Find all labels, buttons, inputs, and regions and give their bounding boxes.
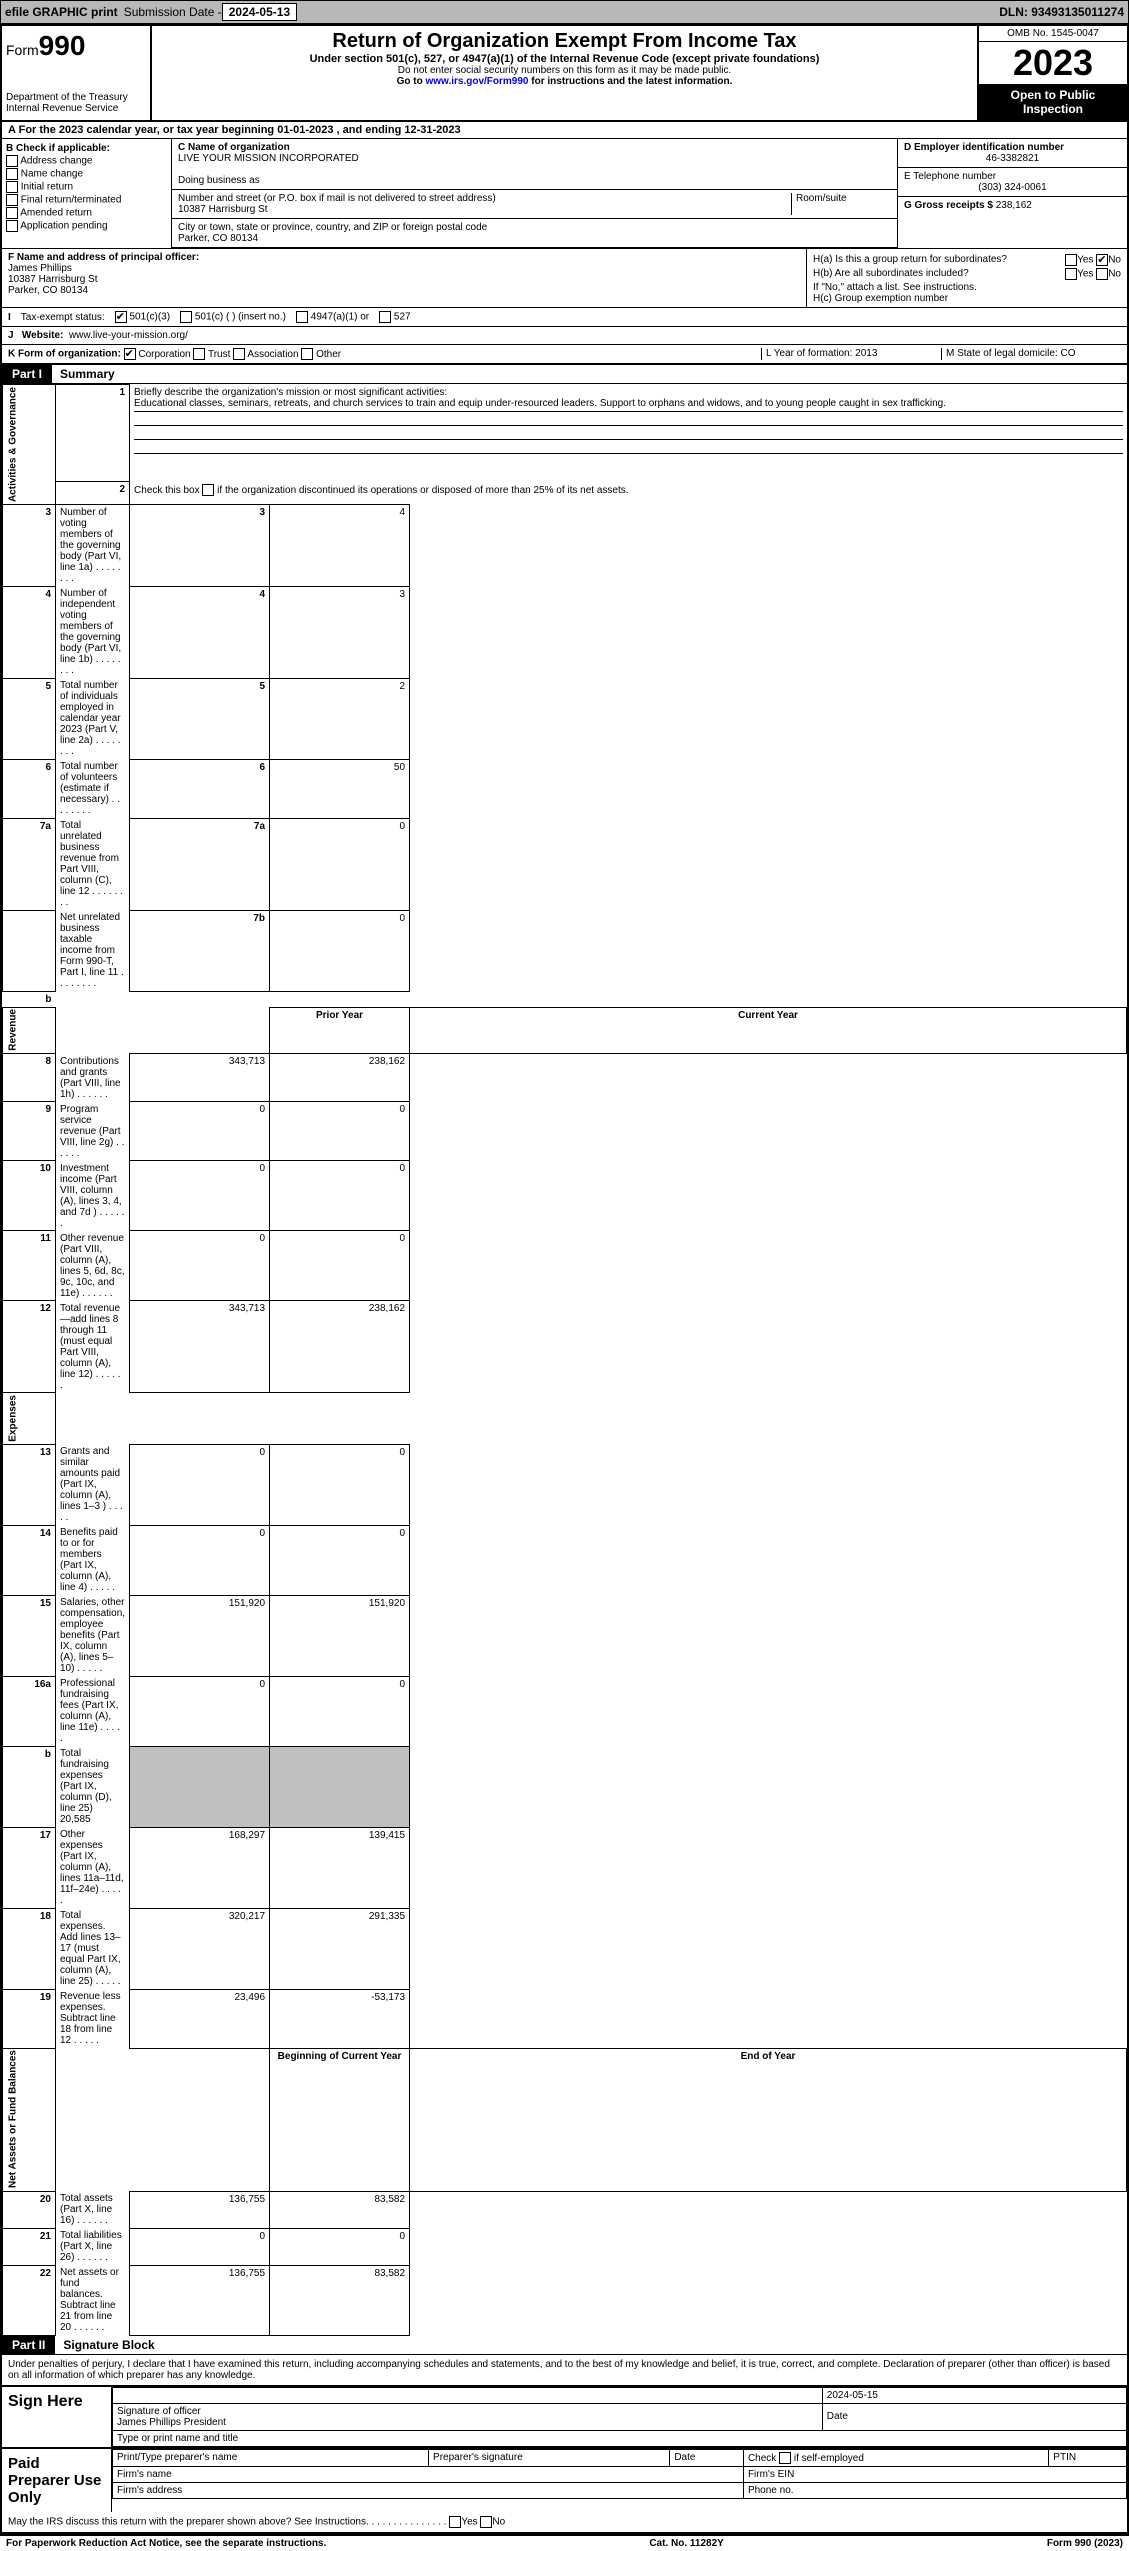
paid-preparer-block: Paid Preparer Use Only Print/Type prepar… — [2, 2447, 1127, 2512]
submission-date: 2024-05-13 — [222, 3, 297, 21]
section-c: C Name of organizationLIVE YOUR MISSION … — [172, 139, 897, 248]
form-990: Form990 Department of the Treasury Inter… — [0, 24, 1129, 2534]
sign-here-block: Sign Here 2024-05-15 Signature of office… — [2, 2385, 1127, 2447]
checkbox-option[interactable]: Address change — [6, 155, 167, 167]
row-j-website: J Website: www.live-your-mission.org/ — [2, 327, 1127, 345]
checkbox-option[interactable]: Name change — [6, 168, 167, 180]
checkbox-option[interactable]: Amended return — [6, 207, 167, 219]
row-k-org: K Form of organization: Corporation Trus… — [2, 345, 1127, 365]
section-b: B Check if applicable: Address change Na… — [2, 139, 172, 248]
checkbox-option[interactable]: Final return/terminated — [6, 194, 167, 206]
form-title: Return of Organization Exempt From Incom… — [160, 30, 969, 53]
submission-label: Submission Date - — [124, 5, 222, 19]
checkbox-option[interactable]: Application pending — [6, 220, 167, 232]
section-h: H(a) Is this a group return for subordin… — [807, 249, 1127, 307]
section-deg: D Employer identification number46-33828… — [897, 139, 1127, 248]
top-bar: efile GRAPHIC print Submission Date - 20… — [0, 0, 1129, 24]
declaration: Under penalties of perjury, I declare th… — [2, 2355, 1127, 2385]
irs-link[interactable]: www.irs.gov/Form990 — [425, 76, 528, 87]
discuss-row: May the IRS discuss this return with the… — [2, 2512, 1127, 2532]
header-right: OMB No. 1545-0047 2023 Open to Public In… — [977, 26, 1127, 120]
footer: For Paperwork Reduction Act Notice, see … — [0, 2534, 1129, 2551]
row-i-tax-exempt: ITax-exempt status: 501(c)(3) 501(c) ( )… — [2, 308, 1127, 327]
summary-table: Activities & Governance 1 Briefly descri… — [2, 384, 1127, 2336]
dln: DLN: 93493135011274 — [999, 5, 1124, 19]
part1-header: Part ISummary — [2, 365, 1127, 384]
checkbox-option[interactable]: Initial return — [6, 181, 167, 193]
efile-label: efile GRAPHIC print — [5, 5, 118, 19]
header-left: Form990 Department of the Treasury Inter… — [2, 26, 152, 120]
header-center: Return of Organization Exempt From Incom… — [152, 26, 977, 120]
section-f: F Name and address of principal officer:… — [2, 249, 807, 307]
part2-header: Part IISignature Block — [2, 2336, 1127, 2355]
row-a-tax-year: A For the 2023 calendar year, or tax yea… — [2, 122, 1127, 139]
